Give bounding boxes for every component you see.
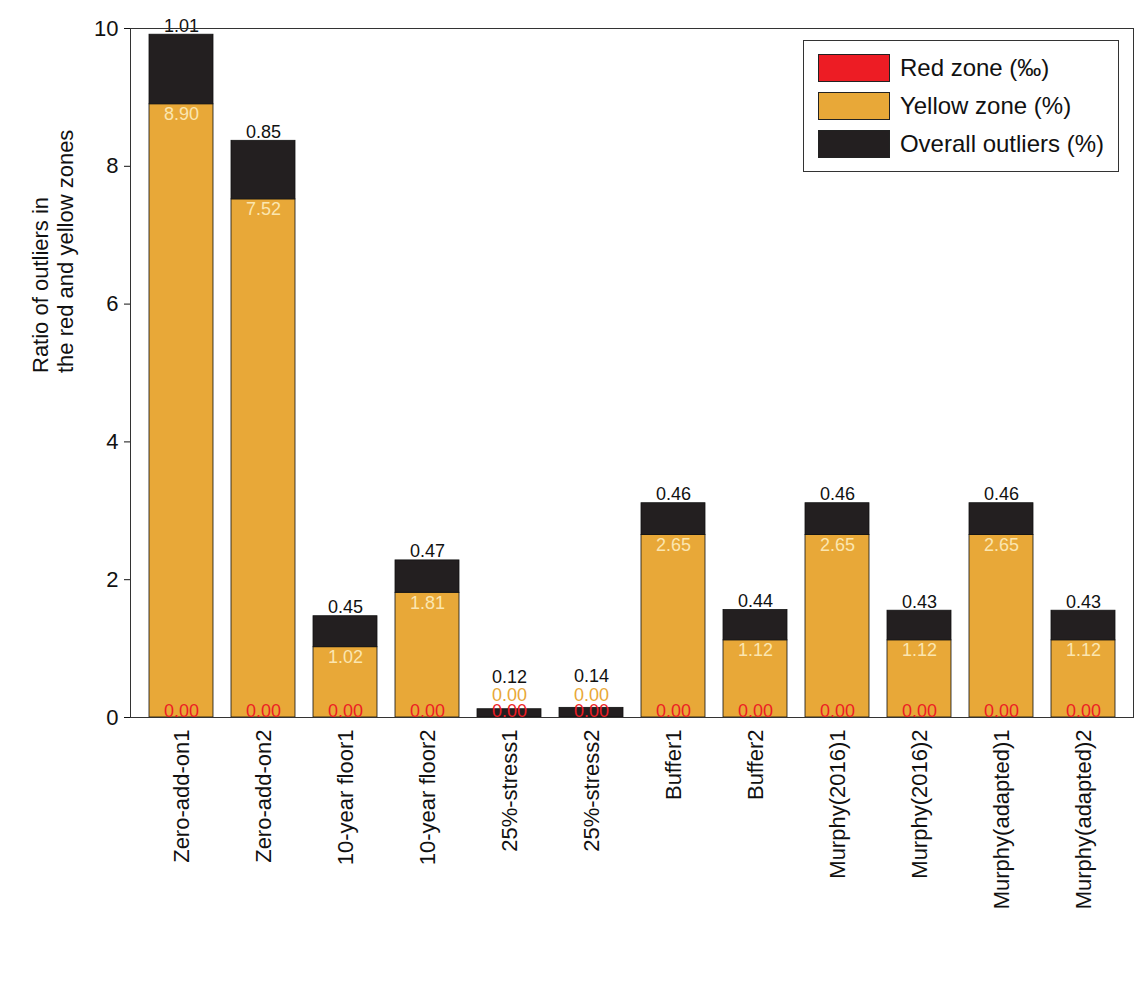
svg-text:0.00: 0.00 — [246, 700, 281, 721]
svg-text:0.43: 0.43 — [1066, 592, 1101, 612]
svg-text:0.00: 0.00 — [574, 685, 609, 705]
svg-text:2: 2 — [106, 567, 118, 592]
svg-text:1.02: 1.02 — [328, 647, 363, 667]
svg-text:0.85: 0.85 — [246, 122, 281, 142]
svg-text:0.47: 0.47 — [410, 541, 445, 561]
html-text:Yellow zone (%): Yellow zone (%) — [900, 92, 1072, 119]
svg-text:Ratio of outliers inthe red an: Ratio of outliers inthe red and yellow z… — [28, 130, 78, 373]
svg-text:0.00: 0.00 — [984, 700, 1019, 721]
svg-text:4: 4 — [106, 429, 118, 454]
svg-text:0.00: 0.00 — [328, 700, 363, 721]
svg-text:2.65: 2.65 — [820, 535, 855, 555]
svg-text:8.90: 8.90 — [164, 104, 199, 124]
svg-text:6: 6 — [106, 291, 118, 316]
svg-text:0.00: 0.00 — [738, 700, 773, 721]
svg-text:10: 10 — [94, 16, 118, 41]
svg-text:7.52: 7.52 — [246, 199, 281, 219]
svg-text:25%-stress1: 25%-stress1 — [497, 730, 522, 852]
svg-text:Buffer2: Buffer2 — [743, 730, 768, 801]
svg-text:1.01: 1.01 — [164, 16, 199, 36]
svg-text:1.12: 1.12 — [902, 640, 937, 660]
svg-text:0.00: 0.00 — [902, 700, 937, 721]
svg-text:Murphy(2016)1: Murphy(2016)1 — [825, 730, 850, 879]
svg-text:8: 8 — [106, 153, 118, 178]
svg-text:1.12: 1.12 — [738, 640, 773, 660]
svg-text:0.00: 0.00 — [1066, 700, 1101, 721]
svg-text:0.46: 0.46 — [984, 484, 1019, 504]
svg-text:0.00: 0.00 — [164, 700, 199, 721]
svg-text:0.45: 0.45 — [328, 597, 363, 617]
svg-text:2.65: 2.65 — [656, 535, 691, 555]
svg-text:0.43: 0.43 — [902, 592, 937, 612]
svg-text:10-year floor2: 10-year floor2 — [415, 730, 440, 866]
html-text:Red zone (‰): Red zone (‰) — [900, 54, 1050, 81]
svg-text:0.46: 0.46 — [820, 484, 855, 504]
svg-text:Zero-add-on1: Zero-add-on1 — [169, 730, 194, 863]
svg-text:25%-stress2: 25%-stress2 — [579, 730, 604, 852]
svg-text:10-year floor1: 10-year floor1 — [333, 730, 358, 866]
svg-text:0.14: 0.14 — [574, 666, 609, 686]
svg-text:1.81: 1.81 — [410, 593, 445, 613]
svg-text:0.00: 0.00 — [492, 685, 527, 705]
svg-text:1.12: 1.12 — [1066, 640, 1101, 660]
svg-text:0.00: 0.00 — [656, 700, 691, 721]
svg-text:Zero-add-on2: Zero-add-on2 — [251, 730, 276, 863]
svg-text:0.12: 0.12 — [492, 667, 527, 687]
svg-text:0.00: 0.00 — [820, 700, 855, 721]
svg-text:Buffer1: Buffer1 — [661, 730, 686, 801]
svg-text:Murphy(adapted)1: Murphy(adapted)1 — [989, 730, 1014, 910]
html-text:Overall outliers (%): Overall outliers (%) — [900, 130, 1104, 157]
svg-text:2.65: 2.65 — [984, 535, 1019, 555]
svg-text:Murphy(adapted)2: Murphy(adapted)2 — [1071, 730, 1096, 910]
svg-text:0.46: 0.46 — [656, 484, 691, 504]
svg-text:0: 0 — [106, 705, 118, 730]
svg-text:0.00: 0.00 — [410, 700, 445, 721]
svg-text:0.44: 0.44 — [738, 591, 773, 611]
svg-text:Murphy(2016)2: Murphy(2016)2 — [907, 730, 932, 879]
